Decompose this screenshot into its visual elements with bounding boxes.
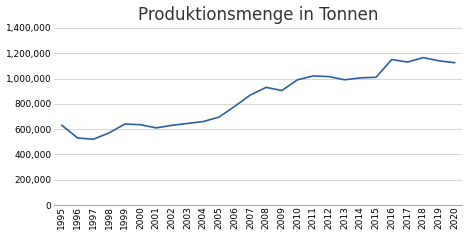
Title: Produktionsmenge in Tonnen: Produktionsmenge in Tonnen xyxy=(138,6,379,24)
